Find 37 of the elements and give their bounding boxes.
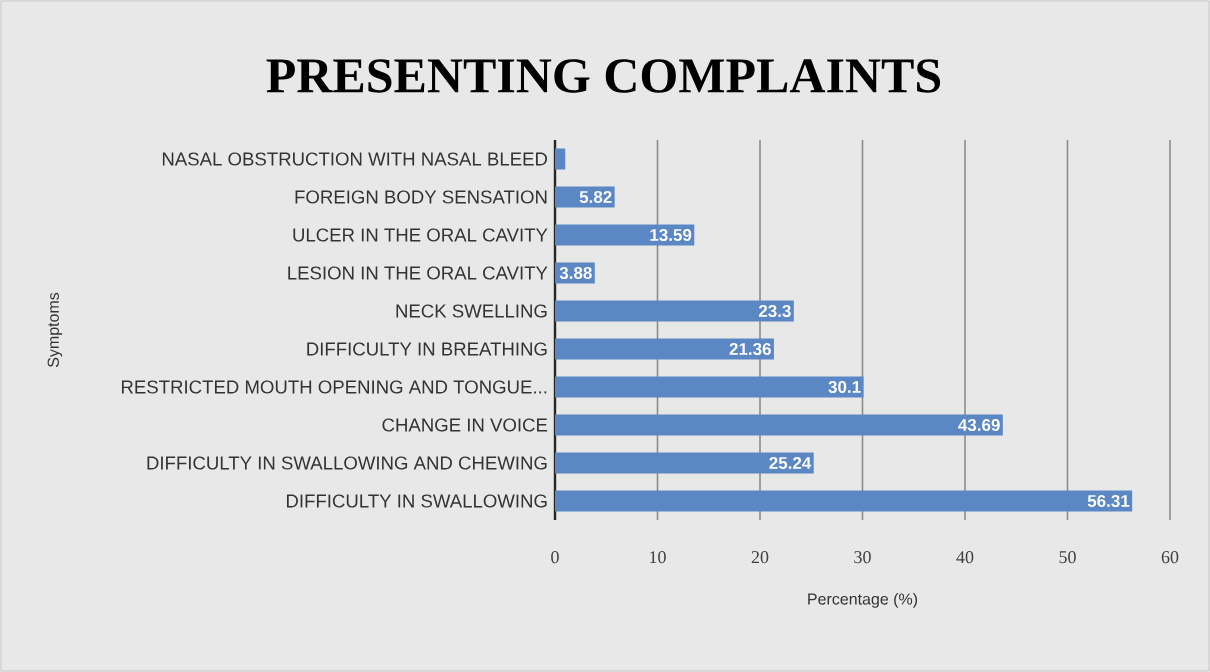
bar bbox=[555, 376, 864, 398]
x-tick-label: 40 bbox=[956, 551, 974, 564]
x-tick-label: 30 bbox=[854, 551, 871, 564]
data-label: 25.24 bbox=[769, 456, 812, 469]
y-tick-label: LESION IN THE ORAL CAVITY bbox=[288, 266, 548, 280]
y-axis-title: Symptoms bbox=[47, 292, 63, 368]
data-label: 43.69 bbox=[958, 418, 1000, 432]
y-tick-label: DIFFICULTY IN BREATHING bbox=[307, 342, 547, 356]
bar bbox=[555, 452, 814, 474]
bar bbox=[555, 490, 1133, 512]
bar bbox=[555, 300, 794, 322]
x-tick-label: 20 bbox=[751, 551, 769, 564]
y-tick-label: FOREIGN BODY SENSATION bbox=[295, 190, 547, 204]
bar bbox=[555, 338, 774, 360]
data-label: 13.59 bbox=[650, 228, 692, 242]
data-label: 21.36 bbox=[729, 342, 771, 356]
y-tick-label: NASAL OBSTRUCTION WITH NASAL BLEED bbox=[162, 152, 548, 166]
chart-title: PRESENTING COMPLAINTS bbox=[266, 59, 941, 93]
x-axis-title: Percentage (%) bbox=[808, 592, 918, 608]
x-tick-label: 10 bbox=[650, 551, 666, 564]
data-label: 3.88 bbox=[559, 266, 592, 280]
x-tick-label: 50 bbox=[1059, 551, 1076, 564]
bar bbox=[555, 414, 1003, 436]
bar bbox=[555, 224, 695, 246]
y-tick-label: NECK SWELLING bbox=[396, 304, 547, 318]
y-tick-label: DIFFICULTY IN SWALLOWING bbox=[286, 494, 547, 508]
data-label: 30.1 bbox=[828, 380, 861, 394]
x-tick-label: 0 bbox=[551, 551, 559, 564]
y-tick-label: ULCER IN THE ORAL CAVITY bbox=[293, 228, 548, 242]
y-tick-label: RESTRICTED MOUTH OPENING AND TONGUE... bbox=[121, 380, 547, 394]
y-tick-label: CHANGE IN VOICE bbox=[382, 418, 548, 432]
data-label: 5.82 bbox=[579, 190, 612, 203]
x-tick-label: 60 bbox=[1161, 551, 1179, 564]
data-label: 23.3 bbox=[758, 304, 791, 318]
y-tick-label: DIFFICULTY IN SWALLOWING AND CHEWING bbox=[147, 456, 547, 470]
data-label: 56.31 bbox=[1087, 494, 1130, 508]
bar bbox=[555, 148, 566, 170]
